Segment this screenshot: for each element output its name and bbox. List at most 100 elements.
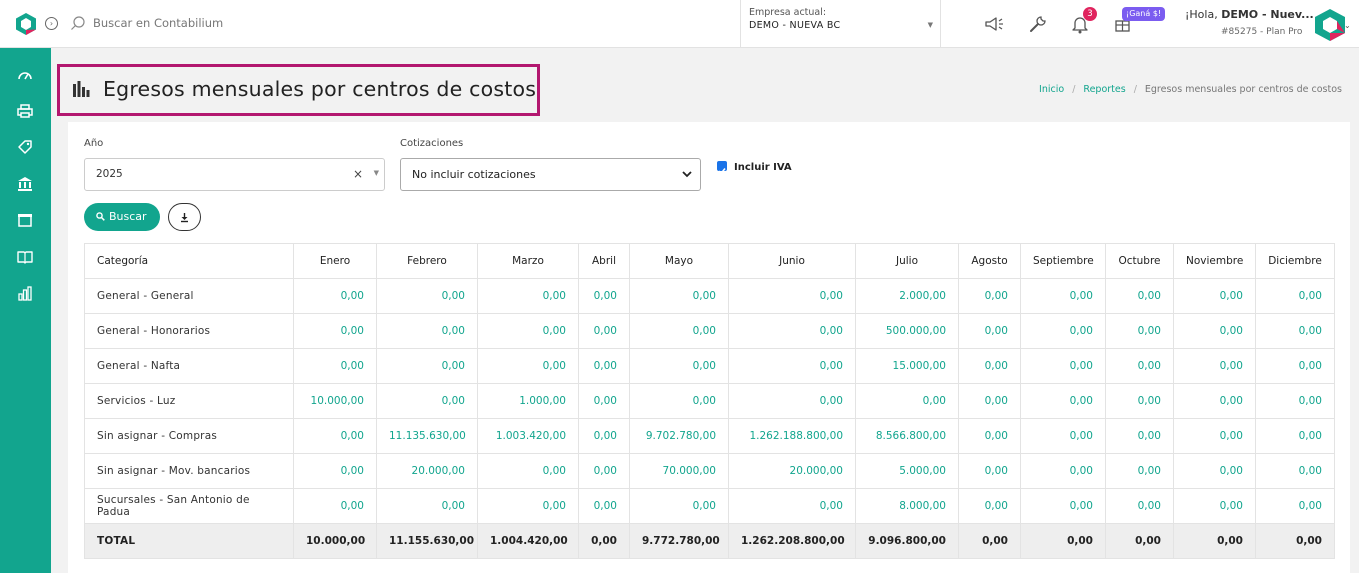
contabilium-logo-icon[interactable] <box>14 12 38 36</box>
amount-cell[interactable]: 0,00 <box>728 348 856 384</box>
amount-cell[interactable]: 5.000,00 <box>855 453 959 489</box>
amount-cell[interactable]: 20.000,00 <box>376 453 478 489</box>
amount-cell[interactable]: 0,00 <box>1173 348 1256 384</box>
amount-cell[interactable]: 0,00 <box>958 383 1021 419</box>
amount-cell[interactable]: 0,00 <box>958 313 1021 349</box>
amount-cell[interactable]: 0,00 <box>1173 278 1256 314</box>
amount-cell[interactable]: 0,00 <box>376 348 478 384</box>
amount-cell[interactable]: 9.702.780,00 <box>629 418 729 454</box>
amount-cell[interactable]: 0,00 <box>578 278 630 314</box>
amount-cell[interactable]: 0,00 <box>1255 488 1335 524</box>
amount-cell[interactable]: 11.135.630,00 <box>376 418 478 454</box>
clear-icon[interactable]: × <box>352 167 363 181</box>
year-select[interactable]: 2025 × ▼ <box>84 158 385 191</box>
column-header-month[interactable]: Enero <box>293 243 377 279</box>
amount-cell[interactable]: 1.000,00 <box>477 383 579 419</box>
amount-cell[interactable]: 0,00 <box>578 313 630 349</box>
wrench-icon[interactable] <box>1027 13 1049 35</box>
amount-cell[interactable]: 0,00 <box>958 418 1021 454</box>
amount-cell[interactable]: 0,00 <box>1255 383 1335 419</box>
amount-cell[interactable]: 0,00 <box>1105 418 1174 454</box>
dashboard-icon[interactable] <box>16 66 34 84</box>
amount-cell[interactable]: 0,00 <box>293 278 377 314</box>
amount-cell[interactable]: 0,00 <box>1105 488 1174 524</box>
promo-badge[interactable]: ¡Ganá $! <box>1122 7 1166 21</box>
amount-cell[interactable]: 0,00 <box>1173 488 1256 524</box>
amount-cell[interactable]: 0,00 <box>855 383 959 419</box>
amount-cell[interactable]: 0,00 <box>1020 488 1106 524</box>
amount-cell[interactable]: 0,00 <box>578 348 630 384</box>
amount-cell[interactable]: 0,00 <box>1173 453 1256 489</box>
amount-cell[interactable]: 0,00 <box>1020 348 1106 384</box>
gift-icon[interactable] <box>1112 13 1134 35</box>
amount-cell[interactable]: 0,00 <box>1105 348 1174 384</box>
company-selector[interactable]: Empresa actual: DEMO - NUEVA BC ▼ <box>740 0 941 48</box>
printer-icon[interactable] <box>16 102 34 120</box>
tag-icon[interactable] <box>16 138 34 156</box>
amount-cell[interactable]: 1.262.188.800,00 <box>728 418 856 454</box>
amount-cell[interactable]: 8.000,00 <box>855 488 959 524</box>
column-header-month[interactable]: Mayo <box>629 243 729 279</box>
amount-cell[interactable]: 0,00 <box>629 348 729 384</box>
amount-cell[interactable]: 500.000,00 <box>855 313 959 349</box>
amount-cell[interactable]: 0,00 <box>1105 383 1174 419</box>
amount-cell[interactable]: 0,00 <box>1105 453 1174 489</box>
amount-cell[interactable]: 0,00 <box>629 488 729 524</box>
column-header-month[interactable]: Noviembre <box>1173 243 1256 279</box>
amount-cell[interactable]: 0,00 <box>376 383 478 419</box>
amount-cell[interactable]: 0,00 <box>477 453 579 489</box>
amount-cell[interactable]: 0,00 <box>958 453 1021 489</box>
amount-cell[interactable]: 0,00 <box>1020 453 1106 489</box>
column-header-month[interactable]: Febrero <box>376 243 478 279</box>
amount-cell[interactable]: 0,00 <box>578 418 630 454</box>
amount-cell[interactable]: 0,00 <box>1173 418 1256 454</box>
amount-cell[interactable]: 0,00 <box>578 488 630 524</box>
amount-cell[interactable]: 0,00 <box>376 278 478 314</box>
megaphone-icon[interactable] <box>983 13 1005 35</box>
search-button[interactable]: Buscar <box>84 203 160 231</box>
include-iva-label[interactable]: Incluir IVA <box>734 162 792 173</box>
amount-cell[interactable]: 70.000,00 <box>629 453 729 489</box>
avatar[interactable] <box>1312 7 1348 43</box>
user-greeting[interactable]: ¡Hola, DEMO - Nuev... <box>1185 8 1314 21</box>
search-input[interactable] <box>93 14 393 32</box>
amount-cell[interactable]: 0,00 <box>958 348 1021 384</box>
amount-cell[interactable]: 0,00 <box>477 488 579 524</box>
amount-cell[interactable]: 0,00 <box>477 313 579 349</box>
amount-cell[interactable]: 0,00 <box>728 313 856 349</box>
amount-cell[interactable]: 0,00 <box>629 383 729 419</box>
amount-cell[interactable]: 0,00 <box>1255 453 1335 489</box>
column-header-month[interactable]: Octubre <box>1105 243 1174 279</box>
book-icon[interactable] <box>16 248 34 266</box>
amount-cell[interactable]: 20.000,00 <box>728 453 856 489</box>
column-header-month[interactable]: Septiembre <box>1020 243 1106 279</box>
amount-cell[interactable]: 0,00 <box>958 488 1021 524</box>
amount-cell[interactable]: 0,00 <box>376 488 478 524</box>
chevron-down-icon[interactable]: ⌄ <box>1344 21 1351 30</box>
amount-cell[interactable]: 0,00 <box>1255 278 1335 314</box>
amount-cell[interactable]: 0,00 <box>1255 348 1335 384</box>
column-header-month[interactable]: Junio <box>728 243 856 279</box>
amount-cell[interactable]: 0,00 <box>728 278 856 314</box>
amount-cell[interactable]: 0,00 <box>477 278 579 314</box>
amount-cell[interactable]: 0,00 <box>293 313 377 349</box>
download-button[interactable] <box>168 203 201 231</box>
amount-cell[interactable]: 2.000,00 <box>855 278 959 314</box>
amount-cell[interactable]: 0,00 <box>1020 418 1106 454</box>
amount-cell[interactable]: 0,00 <box>293 418 377 454</box>
amount-cell[interactable]: 0,00 <box>1105 278 1174 314</box>
amount-cell[interactable]: 0,00 <box>1255 313 1335 349</box>
amount-cell[interactable]: 0,00 <box>728 488 856 524</box>
amount-cell[interactable]: 0,00 <box>1020 278 1106 314</box>
box-icon[interactable] <box>16 211 34 229</box>
amount-cell[interactable]: 0,00 <box>1020 383 1106 419</box>
breadcrumb-inicio[interactable]: Inicio <box>1039 84 1065 95</box>
amount-cell[interactable]: 0,00 <box>1173 313 1256 349</box>
column-header-month[interactable]: Diciembre <box>1255 243 1335 279</box>
bell-icon[interactable] <box>1069 13 1091 35</box>
amount-cell[interactable]: 0,00 <box>376 313 478 349</box>
bar-chart-icon[interactable] <box>16 285 34 303</box>
column-header-category[interactable]: Categoría <box>84 243 294 279</box>
collapse-sidebar-button[interactable]: › <box>45 17 58 30</box>
column-header-month[interactable]: Julio <box>855 243 959 279</box>
